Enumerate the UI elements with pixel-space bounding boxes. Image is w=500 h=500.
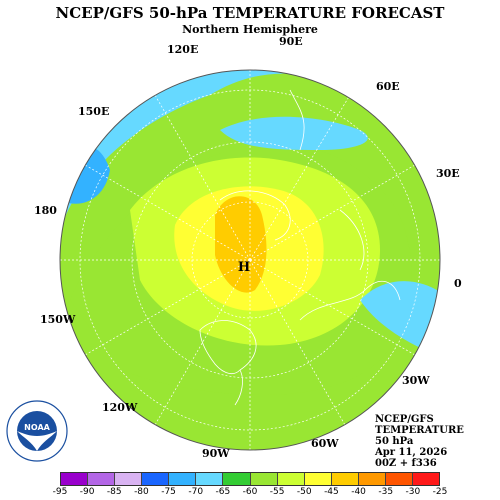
coastlines (199, 89, 401, 406)
legend-tick-label: -50 (296, 487, 312, 497)
map-subtitle: Northern Hemisphere (182, 23, 318, 36)
noaa-logo: NOAA (6, 400, 68, 462)
lon-label-180: 180 (34, 204, 57, 217)
cold-pocket-east (220, 116, 368, 150)
legend-tick-label: -65 (215, 487, 231, 497)
legend-tick-label: -35 (378, 487, 394, 497)
globe-outline (59, 69, 441, 451)
forecast-info: NCEP/GFS TEMPERATURE 50 hPa Apr 11, 2026… (375, 414, 464, 469)
lon-label-30e: 30E (436, 167, 460, 180)
info-model: NCEP/GFS (375, 414, 434, 425)
legend-tick-label: -70 (188, 487, 204, 497)
legend-tick-label: -30 (405, 487, 421, 497)
high-pressure-marker: H (238, 260, 250, 275)
legend-swatch (115, 473, 143, 485)
graticule (60, 70, 440, 450)
legend-swatch (304, 473, 332, 485)
legend-tick-label: -60 (242, 487, 258, 497)
color-legend (60, 472, 440, 486)
legend-tick-label: -95 (52, 487, 68, 497)
legend-swatch (61, 473, 89, 485)
lon-label-150e: 150E (78, 105, 110, 118)
legend-tick-label: -55 (269, 487, 285, 497)
info-date: Apr 11, 2026 (375, 447, 448, 458)
legend-swatch (142, 473, 170, 485)
lon-label-0: 0 (454, 277, 462, 290)
legend-tick-label: -85 (106, 487, 122, 497)
band-orange (215, 196, 267, 293)
lon-label-150w: 150W (40, 313, 76, 326)
legend-swatch (413, 473, 440, 485)
legend-ticks: -95 -90 -85 -80 -75 -70 -65 -60 -55 -50 -45 -40 -35 -… (44, 487, 454, 499)
info-field: TEMPERATURE (375, 425, 464, 436)
legend-tick-label: -40 (351, 487, 366, 497)
legend-swatch (277, 473, 305, 485)
lon-label-120w: 120W (102, 401, 138, 414)
lon-label-90e: 90E (279, 35, 303, 48)
legend-tick-label: -75 (161, 487, 176, 497)
legend-swatch (223, 473, 251, 485)
legend-swatch (196, 473, 224, 485)
legend-tick-label: -80 (134, 487, 149, 497)
info-level: 50 hPa (375, 436, 414, 447)
legend-tick-label: -25 (432, 487, 448, 497)
lon-label-60e: 60E (376, 80, 400, 93)
lon-label-120e: 120E (167, 43, 199, 56)
legend-swatch (385, 473, 414, 485)
legend-swatch (88, 473, 116, 485)
lon-label-90w: 90W (202, 447, 230, 460)
lon-label-60w: 60W (311, 437, 339, 450)
legend-swatch (358, 473, 386, 485)
lon-label-30w: 30W (402, 374, 430, 387)
map-title: NCEP/GFS 50-hPa TEMPERATURE FORECAST (55, 4, 445, 22)
legend-swatch (169, 473, 197, 485)
legend-tick-label: -90 (79, 487, 95, 497)
legend-tick-label: -45 (324, 487, 339, 497)
legend-swatch (250, 473, 278, 485)
info-run: 00Z + f336 (375, 458, 437, 469)
svg-text:NOAA: NOAA (24, 423, 50, 432)
legend-swatch (331, 473, 359, 485)
